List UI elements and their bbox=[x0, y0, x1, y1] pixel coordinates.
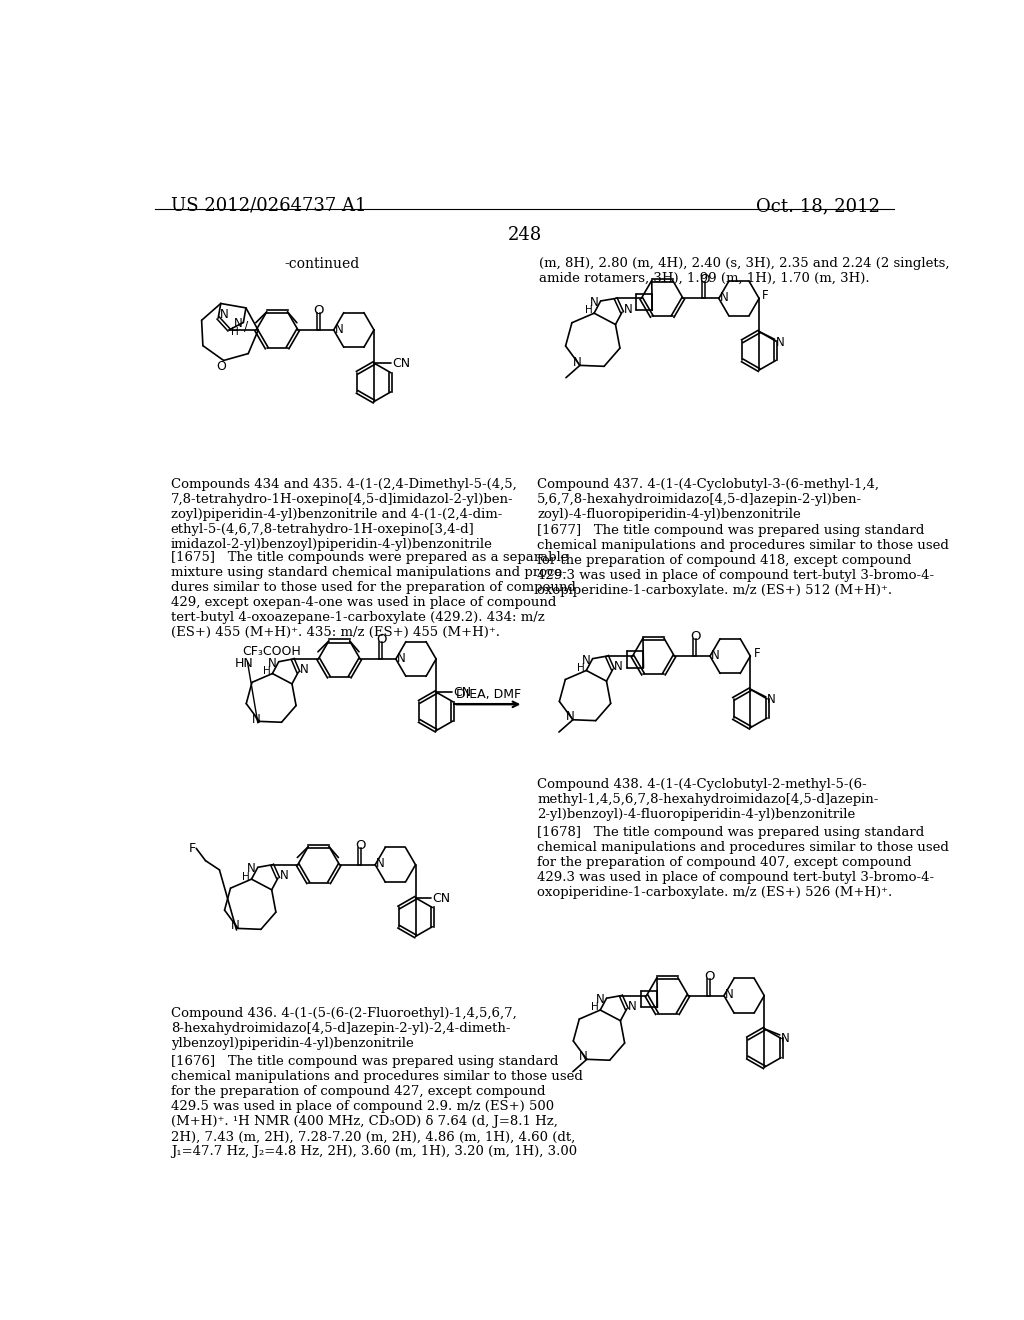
Text: Compounds 434 and 435. 4-(1-(2,4-Dimethyl-5-(4,5,
7,8-tetrahydro-1H-oxepino[4,5-: Compounds 434 and 435. 4-(1-(2,4-Dimethy… bbox=[171, 478, 516, 550]
Text: N: N bbox=[230, 919, 240, 932]
Text: CF₃COOH: CF₃COOH bbox=[243, 645, 301, 659]
Text: N: N bbox=[582, 653, 591, 667]
Text: N: N bbox=[396, 652, 406, 665]
Text: N: N bbox=[614, 660, 624, 673]
Text: N: N bbox=[596, 993, 604, 1006]
Text: O: O bbox=[703, 970, 715, 983]
Text: N: N bbox=[590, 296, 599, 309]
Text: N: N bbox=[234, 318, 243, 330]
Text: [1676]   The title compound was prepared using standard
chemical manipulations a: [1676] The title compound was prepared u… bbox=[171, 1056, 583, 1159]
Text: F: F bbox=[762, 289, 769, 302]
Text: O: O bbox=[216, 360, 226, 374]
Text: (m, 8H), 2.80 (m, 4H), 2.40 (s, 3H), 2.35 and 2.24 (2 singlets,
amide rotamers, : (m, 8H), 2.80 (m, 4H), 2.40 (s, 3H), 2.3… bbox=[539, 257, 949, 285]
Text: H: H bbox=[591, 1002, 599, 1012]
Text: N: N bbox=[720, 292, 728, 304]
Text: O: O bbox=[690, 631, 700, 643]
Text: CN: CN bbox=[392, 358, 411, 371]
Text: N: N bbox=[268, 657, 276, 669]
Text: CN: CN bbox=[454, 686, 471, 700]
Text: [1675]   The title compounds were prepared as a separable
mixture using standard: [1675] The title compounds were prepared… bbox=[171, 552, 575, 639]
Text: H: H bbox=[263, 667, 271, 676]
Text: N: N bbox=[580, 1049, 588, 1063]
Text: N: N bbox=[280, 869, 289, 882]
Text: N: N bbox=[220, 309, 228, 322]
Text: Compound 438. 4-(1-(4-Cyclobutyl-2-methyl-5-(6-
methyl-1,4,5,6,7,8-hexahydroimid: Compound 438. 4-(1-(4-Cyclobutyl-2-methy… bbox=[538, 779, 879, 821]
Text: CN: CN bbox=[432, 892, 451, 906]
Text: N: N bbox=[247, 862, 256, 875]
Text: /: / bbox=[245, 321, 249, 334]
Text: 248: 248 bbox=[508, 226, 542, 244]
Text: N: N bbox=[629, 1001, 637, 1012]
Text: Compound 437. 4-(1-(4-Cyclobutyl-3-(6-methyl-1,4,
5,6,7,8-hexahydroimidazo[4,5-d: Compound 437. 4-(1-(4-Cyclobutyl-3-(6-me… bbox=[538, 478, 880, 521]
Text: N: N bbox=[376, 858, 385, 870]
Text: N: N bbox=[572, 356, 582, 368]
Text: DIEA, DMF: DIEA, DMF bbox=[456, 688, 521, 701]
Text: N: N bbox=[335, 322, 343, 335]
Text: -continued: -continued bbox=[284, 257, 359, 271]
Text: O: O bbox=[355, 840, 366, 851]
Text: H: H bbox=[578, 663, 585, 673]
Text: O: O bbox=[376, 634, 386, 647]
Text: H: H bbox=[243, 871, 250, 882]
Text: F: F bbox=[188, 842, 196, 855]
Text: N: N bbox=[725, 989, 733, 1002]
Text: N: N bbox=[565, 710, 574, 723]
Text: N: N bbox=[781, 1031, 791, 1044]
Text: H: H bbox=[585, 305, 593, 315]
Text: N: N bbox=[624, 304, 633, 317]
Text: N: N bbox=[252, 713, 261, 726]
Text: HN: HN bbox=[234, 656, 254, 669]
Text: N: N bbox=[767, 693, 776, 706]
Text: H: H bbox=[231, 326, 239, 337]
Text: N: N bbox=[300, 663, 308, 676]
Text: N: N bbox=[776, 335, 784, 348]
Text: O: O bbox=[313, 304, 325, 317]
Text: O: O bbox=[698, 273, 710, 285]
Text: Compound 436. 4-(1-(5-(6-(2-Fluoroethyl)-1,4,5,6,7,
8-hexahydroimidazo[4,5-d]aze: Compound 436. 4-(1-(5-(6-(2-Fluoroethyl)… bbox=[171, 1007, 516, 1049]
Text: US 2012/0264737 A1: US 2012/0264737 A1 bbox=[171, 197, 367, 215]
Text: Oct. 18, 2012: Oct. 18, 2012 bbox=[756, 197, 880, 215]
Text: N: N bbox=[711, 649, 720, 661]
Text: [1677]   The title compound was prepared using standard
chemical manipulations a: [1677] The title compound was prepared u… bbox=[538, 524, 949, 597]
Text: [1678]   The title compound was prepared using standard
chemical manipulations a: [1678] The title compound was prepared u… bbox=[538, 826, 949, 899]
Text: F: F bbox=[754, 647, 760, 660]
